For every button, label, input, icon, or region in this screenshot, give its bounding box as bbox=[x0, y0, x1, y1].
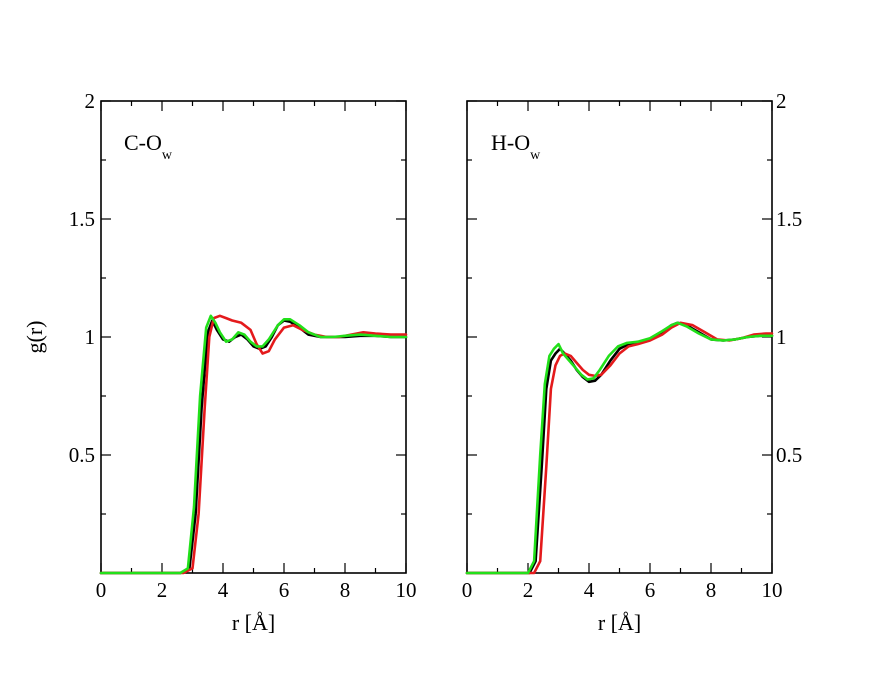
x-tick-label: 6 bbox=[645, 578, 656, 602]
y-tick-label: 2 bbox=[776, 89, 787, 113]
annotation-main: C-O bbox=[124, 130, 162, 155]
series-line-1 bbox=[465, 321, 774, 575]
x-tick-label: 4 bbox=[218, 578, 229, 602]
x-tick-label: 8 bbox=[340, 578, 351, 602]
x-ticks: 0 2 4 6 8 10 bbox=[96, 101, 417, 602]
y-tick-label: 1 bbox=[85, 325, 96, 349]
x-tick-label: 4 bbox=[584, 578, 595, 602]
y-tick-label: 0.5 bbox=[776, 443, 802, 467]
y-tick-label: 2 bbox=[85, 89, 96, 113]
y-ticks: 0.5 1 1.5 2 bbox=[467, 89, 802, 515]
series-layer bbox=[99, 314, 408, 575]
plot-frame bbox=[466, 100, 773, 574]
panel-annotation: C-Ow bbox=[124, 130, 173, 163]
series-line-1 bbox=[99, 314, 408, 575]
y-tick-label: 0.5 bbox=[69, 443, 95, 467]
x-ticks: 0 2 4 6 8 10 bbox=[462, 101, 783, 602]
y-tick-label: 1.5 bbox=[776, 207, 802, 231]
y-ticks: 0.5 1 1.5 2 bbox=[69, 89, 406, 515]
annotation-subscript: w bbox=[530, 148, 541, 163]
x-tick-label: 2 bbox=[157, 578, 168, 602]
x-axis-label: r [Å] bbox=[232, 610, 275, 635]
annotation-subscript: w bbox=[162, 148, 173, 163]
series-layer bbox=[465, 321, 774, 575]
x-tick-label: 8 bbox=[706, 578, 717, 602]
x-tick-label: 10 bbox=[396, 578, 417, 602]
panel-c-ow: 0 2 4 6 8 10 0.5 1 1.5 2 C-Ow r [Å] g(r) bbox=[22, 89, 417, 635]
x-tick-label: 6 bbox=[279, 578, 290, 602]
y-axis-label: g(r) bbox=[22, 321, 47, 354]
annotation-main: H-O bbox=[491, 130, 530, 155]
x-tick-label: 0 bbox=[96, 578, 107, 602]
y-tick-label: 1 bbox=[776, 325, 787, 349]
series-line-2 bbox=[465, 321, 774, 575]
series-line-0 bbox=[465, 321, 774, 575]
panel-annotation: H-Ow bbox=[491, 130, 541, 163]
y-tick-label: 1.5 bbox=[69, 207, 95, 231]
x-tick-label: 10 bbox=[762, 578, 783, 602]
x-axis-label: r [Å] bbox=[598, 610, 641, 635]
panel-h-ow: 0 2 4 6 8 10 0.5 1 1.5 2 H-Ow r [Å] bbox=[462, 89, 803, 635]
x-tick-label: 0 bbox=[462, 578, 473, 602]
series-line-2 bbox=[99, 314, 408, 575]
x-tick-label: 2 bbox=[523, 578, 534, 602]
series-line-0 bbox=[99, 319, 408, 575]
